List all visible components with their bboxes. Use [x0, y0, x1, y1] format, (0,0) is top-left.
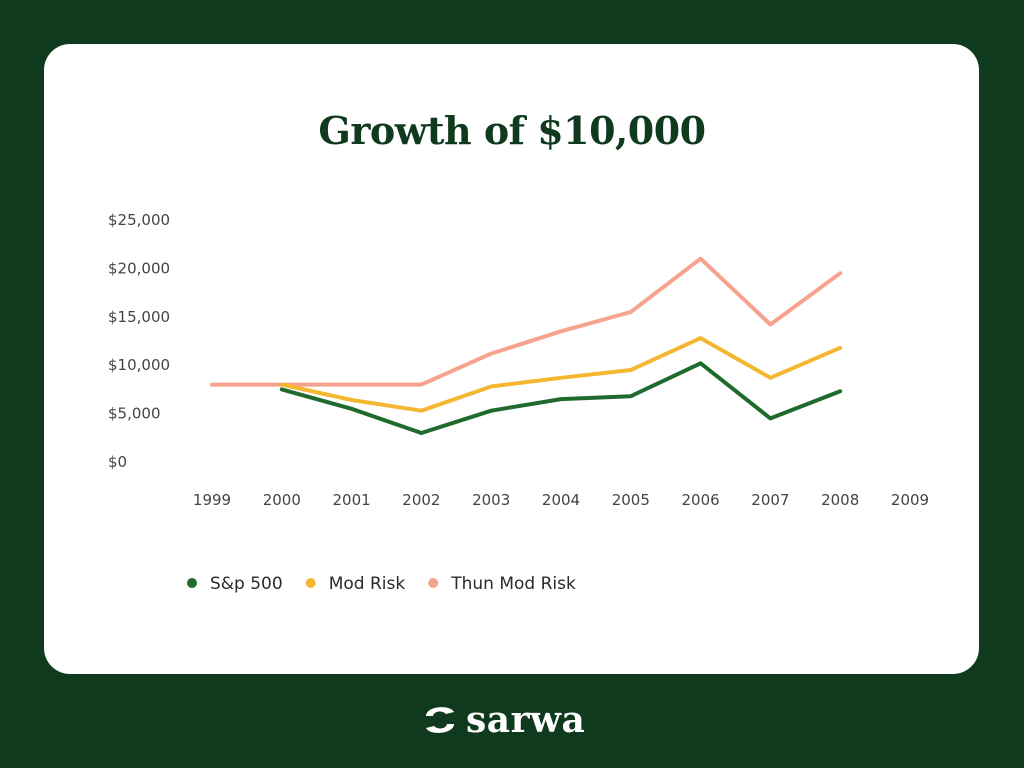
legend-label: Thun Mod Risk: [450, 574, 576, 594]
y-tick-label: $5,000: [108, 405, 161, 423]
x-tick-label: 2005: [612, 491, 650, 509]
x-axis-ticks: 1999 2000 2001 2002 2003 2004 2005 2006 2007 2008…: [193, 491, 929, 509]
legend-label: Mod Risk: [329, 574, 406, 594]
x-tick-label: 2006: [682, 491, 720, 509]
x-tick-label: 2004: [542, 491, 580, 509]
y-tick-label: $25,000: [108, 211, 170, 229]
x-tick-label: 2007: [751, 491, 789, 509]
series-line: [210, 256, 843, 387]
y-tick-label: $0: [108, 453, 127, 471]
legend-label: S&p 500: [210, 574, 283, 594]
brand-logo: sarwa: [420, 700, 585, 740]
x-tick-label: 2001: [333, 491, 371, 509]
x-tick-label: 2002: [402, 491, 440, 509]
x-tick-label: 2009: [891, 491, 929, 509]
sarwa-logo-icon: [426, 707, 454, 733]
legend-marker: [428, 578, 439, 588]
x-tick-label: 2003: [472, 491, 510, 509]
legend-marker: [187, 578, 197, 588]
chart-card: [44, 44, 979, 674]
chart-title: Growth of $10,000: [318, 108, 706, 153]
legend-marker: [305, 578, 316, 588]
line-chart: $0 $5,000 $10,000 $15,000 $20,000 $25,000 199…: [108, 211, 929, 594]
x-tick-label: 1999: [193, 491, 231, 509]
y-tick-label: $20,000: [108, 259, 170, 277]
series-lines: [210, 256, 843, 435]
y-axis-ticks: $0 $5,000 $10,000 $15,000 $20,000 $25,000: [108, 211, 170, 471]
legend: S&p 500 Mod Risk Thun Mod Risk: [187, 574, 576, 594]
series-line: [279, 361, 843, 435]
series-line: [279, 336, 843, 413]
brand-name: sarwa: [466, 699, 586, 741]
x-tick-label: 2000: [263, 491, 301, 509]
x-tick-label: 2008: [821, 491, 859, 509]
y-tick-label: $15,000: [108, 308, 170, 326]
y-tick-label: $10,000: [108, 356, 170, 374]
